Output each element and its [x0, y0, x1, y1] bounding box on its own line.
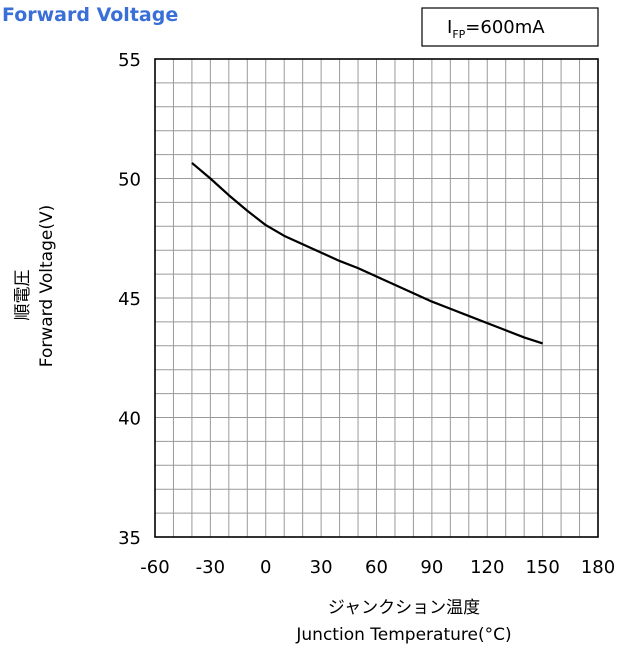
x-tick-label: 0 [260, 557, 271, 578]
y-tick-label: 35 [118, 528, 141, 549]
x-tick-label: 180 [581, 557, 615, 578]
x-tick-label: 120 [470, 557, 504, 578]
legend-frame [421, 7, 599, 47]
x-tick-label: 60 [365, 557, 388, 578]
x-axis-label-ja: ジャンクション温度 [328, 598, 480, 618]
y-tick-label: 55 [118, 50, 141, 71]
y-axis-label: Forward Voltage(V) [37, 205, 57, 367]
grid [155, 59, 598, 537]
y-tick-label: 50 [118, 170, 141, 191]
series-line [191, 162, 543, 345]
x-tick-label: 30 [310, 557, 333, 578]
x-tick-label: -60 [140, 557, 169, 578]
legend-subscript: FP [452, 28, 465, 41]
legend-label: IFP=600mA [447, 17, 545, 41]
x-tick-label: 90 [420, 557, 443, 578]
x-tick-labels: -60 -30 0 30 60 90 120 150 180 [140, 557, 615, 578]
y-tick-label: 45 [118, 289, 141, 310]
legend-base: I [447, 17, 452, 38]
x-tick-label: 150 [525, 557, 559, 578]
chart-title: Forward Voltage [2, 4, 178, 26]
x-tick-label: -30 [196, 557, 225, 578]
y-tick-label: 40 [118, 409, 141, 430]
y-axis-label-ja: 順電圧 [13, 270, 33, 321]
y-tick-labels: 35 40 45 50 55 [118, 50, 141, 549]
x-axis-label: Junction Temperature(°C) [295, 625, 511, 645]
legend-box: IFP=600mA [421, 7, 599, 47]
plot-frame [154, 58, 599, 538]
legend-rest: =600mA [465, 17, 545, 38]
